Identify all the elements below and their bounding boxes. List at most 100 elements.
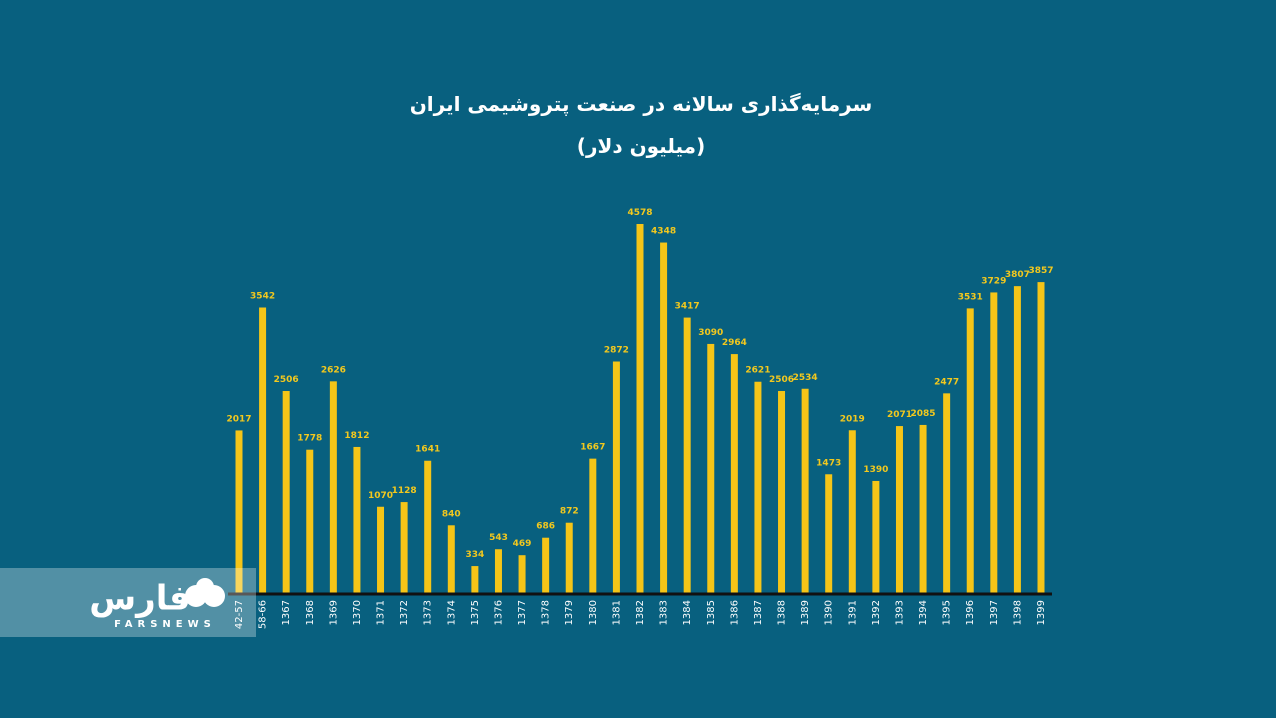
bar xyxy=(612,361,620,593)
x-tick-label: 1375 xyxy=(470,600,481,625)
value-label: 1473 xyxy=(816,458,841,468)
x-tick-label: 1389 xyxy=(800,600,811,625)
x-tick-label: 58-66 xyxy=(258,600,269,629)
x-tick-label: 1372 xyxy=(399,600,410,625)
x-tick-label: 1390 xyxy=(824,600,835,625)
bar xyxy=(660,242,668,593)
value-label: 2071 xyxy=(887,410,912,420)
value-label: 2506 xyxy=(274,375,299,385)
value-label: 2534 xyxy=(793,373,818,383)
plot: 42-57 2017 58-66 3542 1367 2506 1368 1778 1369 26… xyxy=(226,208,1053,629)
bar xyxy=(400,502,408,593)
bar xyxy=(825,474,833,593)
x-tick-label: 1397 xyxy=(989,600,1000,625)
value-label: 2626 xyxy=(321,365,346,375)
bar xyxy=(730,354,738,593)
x-tick-label: 1371 xyxy=(376,600,387,625)
bar xyxy=(542,537,550,593)
bar xyxy=(895,426,903,593)
value-label: 543 xyxy=(489,533,508,543)
x-tick-label: 42-57 xyxy=(234,600,245,629)
value-label: 686 xyxy=(536,522,555,532)
bar xyxy=(801,388,809,593)
value-label: 2872 xyxy=(604,346,629,356)
value-label: 872 xyxy=(560,507,579,517)
value-label: 469 xyxy=(513,539,532,549)
x-tick-label: 1396 xyxy=(965,600,976,625)
bar xyxy=(848,430,856,593)
value-label: 3531 xyxy=(958,292,983,302)
bar xyxy=(966,308,974,593)
value-label: 1812 xyxy=(344,431,369,441)
x-tick-label: 1391 xyxy=(847,600,858,625)
value-label: 1070 xyxy=(368,491,393,501)
bar xyxy=(943,393,951,593)
bar xyxy=(919,424,927,593)
value-label: 2019 xyxy=(840,414,865,424)
x-tick-label: 1379 xyxy=(564,600,575,625)
x-tick-label: 1387 xyxy=(753,600,764,625)
bar xyxy=(494,549,502,593)
value-label: 1778 xyxy=(297,434,322,444)
value-label: 1390 xyxy=(863,465,888,475)
value-label: 334 xyxy=(465,550,484,560)
logo-subtext: FARSNEWS xyxy=(114,619,216,630)
bar xyxy=(707,343,715,593)
bar xyxy=(1037,282,1045,593)
value-label: 4348 xyxy=(651,227,676,237)
bar xyxy=(377,506,385,593)
x-tick-label: 1370 xyxy=(352,600,363,625)
x-tick-label: 1385 xyxy=(706,600,717,625)
bar xyxy=(872,480,880,593)
x-tick-label: 1380 xyxy=(588,600,599,625)
x-tick-label: 1377 xyxy=(517,600,528,625)
x-tick-label: 1398 xyxy=(1012,600,1023,625)
x-tick-label: 1386 xyxy=(729,600,740,625)
bar xyxy=(282,391,290,593)
x-tick-label: 1378 xyxy=(541,600,552,625)
bar xyxy=(306,449,314,593)
x-tick-label: 1368 xyxy=(305,600,316,625)
value-label: 840 xyxy=(442,509,461,519)
x-tick-label: 1376 xyxy=(493,600,504,625)
x-tick-label: 1384 xyxy=(682,600,693,625)
logo-text: فارس xyxy=(89,579,191,619)
value-label: 2085 xyxy=(911,409,936,419)
value-label: 3857 xyxy=(1028,266,1053,276)
bar xyxy=(259,307,267,593)
bar xyxy=(447,525,455,593)
bar xyxy=(636,224,644,593)
value-label: 4578 xyxy=(627,208,652,218)
bar xyxy=(754,381,762,593)
bar xyxy=(518,555,526,593)
value-label: 3090 xyxy=(698,328,723,338)
value-label: 1667 xyxy=(580,443,605,453)
bar xyxy=(589,458,597,593)
value-label: 1641 xyxy=(415,445,440,455)
value-label: 2477 xyxy=(934,377,959,387)
value-label: 3729 xyxy=(981,276,1006,286)
value-label: 2506 xyxy=(769,375,794,385)
chart-title: سرمایه‌گذاری سالانه در صنعت پتروشیمی ایر… xyxy=(410,92,873,117)
x-tick-label: 1383 xyxy=(659,600,670,625)
bar xyxy=(235,430,243,593)
x-tick-label: 1367 xyxy=(281,600,292,625)
chart-subtitle: (میلیون دلار) xyxy=(577,134,705,158)
logo-icon xyxy=(196,578,214,596)
x-tick-label: 1392 xyxy=(871,600,882,625)
bar xyxy=(683,317,691,593)
bar xyxy=(778,391,786,593)
value-label: 3807 xyxy=(1005,270,1030,280)
x-tick-label: 1373 xyxy=(423,600,434,625)
value-label: 2964 xyxy=(722,338,747,348)
bar xyxy=(565,522,573,593)
value-label: 2621 xyxy=(745,366,770,376)
x-tick-label: 1394 xyxy=(918,600,929,625)
value-label: 2017 xyxy=(226,414,251,424)
bar xyxy=(329,381,337,593)
x-tick-label: 1369 xyxy=(328,600,339,625)
x-tick-label: 1399 xyxy=(1036,600,1047,625)
x-tick-label: 1381 xyxy=(611,600,622,625)
x-tick-label: 1395 xyxy=(942,600,953,625)
